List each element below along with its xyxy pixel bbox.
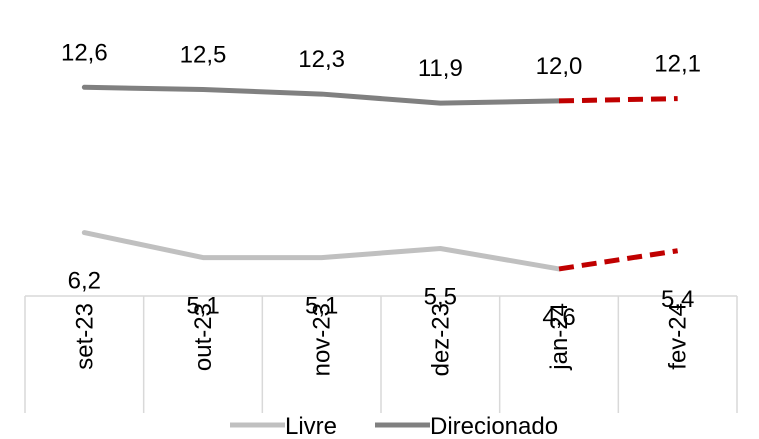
data-label: 11,9 — [418, 55, 463, 82]
data-label: 12,5 — [180, 42, 227, 69]
x-tick-label: nov-23 — [309, 303, 336, 376]
data-label: 12,3 — [298, 46, 345, 73]
data-label: 5,4 — [661, 286, 694, 313]
series-projection-direcionado — [558, 96, 678, 104]
legend-label: Direcionado — [430, 413, 558, 439]
x-tick-label: fev-24 — [665, 303, 692, 370]
series-projection-livre — [558, 248, 679, 272]
legend-item: Direcionado — [375, 413, 558, 439]
legend: Livre Direcionado — [230, 413, 558, 439]
legend-label: Livre — [285, 413, 337, 439]
data-label: 6,2 — [68, 268, 101, 295]
data-label: 5,1 — [186, 293, 219, 320]
x-axis: set-23 out-23 nov-23 dez-23 jan-24 fev-24 — [24, 295, 738, 413]
x-tick-label: set-23 — [71, 303, 98, 370]
data-label: 4,6 — [542, 304, 575, 331]
data-label: 12,6 — [61, 39, 108, 66]
x-tick-label: dez-23 — [427, 303, 454, 376]
legend-item: Livre — [230, 413, 337, 439]
series-line-livre — [81, 230, 562, 272]
data-labels: 6,2 5,1 5,1 5,5 4,6 5,4 12,6 12,5 12,3 11,9 12,0 12… — [61, 39, 701, 331]
x-tick-label: out-23 — [190, 303, 217, 371]
x-tick-label: jan-24 — [546, 303, 573, 371]
data-label: 12,0 — [536, 53, 583, 80]
data-label: 5,1 — [305, 293, 338, 320]
data-label: 12,1 — [654, 51, 701, 78]
series-layer — [81, 84, 679, 272]
data-label: 5,5 — [424, 283, 457, 310]
series-line-direcionado — [81, 84, 562, 106]
